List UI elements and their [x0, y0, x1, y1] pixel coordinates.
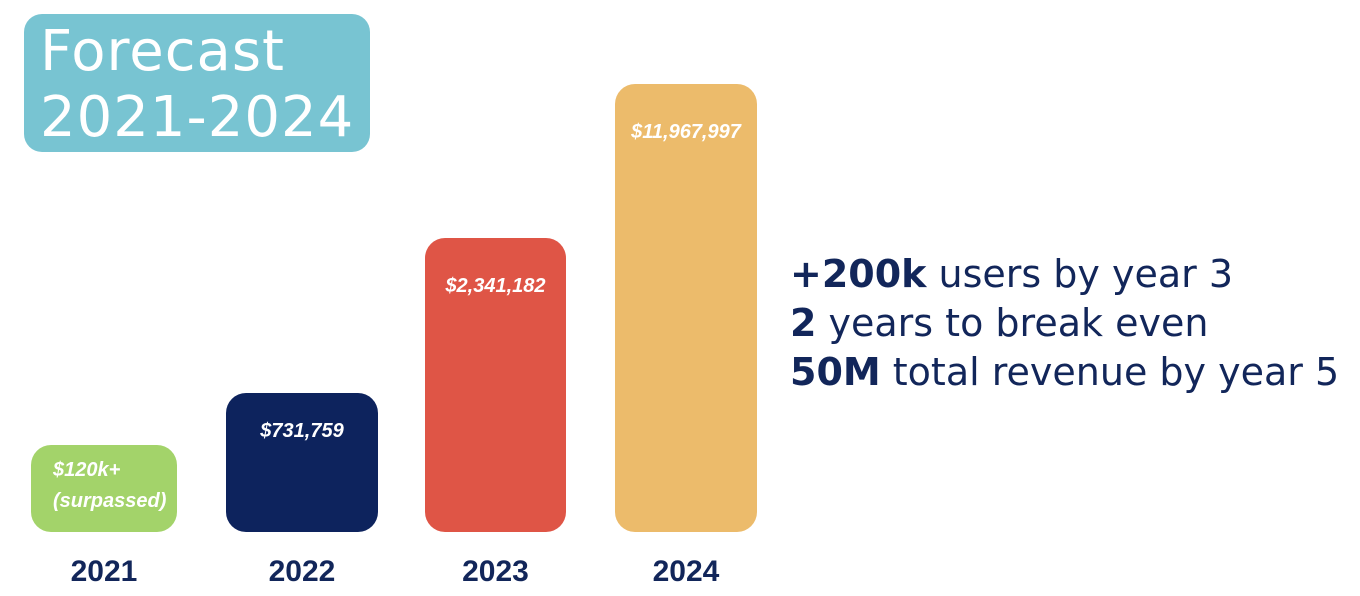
- stats-list: +200k users by year 3 2 years to break e…: [790, 250, 1339, 397]
- bar-value-label-2024: $11,967,997: [630, 121, 742, 143]
- stat-break-even-text: years to break even: [816, 301, 1209, 345]
- bar-2021: [31, 445, 177, 532]
- stat-revenue: 50M total revenue by year 5: [790, 348, 1339, 397]
- stat-break-even-value: 2: [790, 301, 817, 345]
- year-label-2021: 2021: [71, 555, 138, 588]
- year-label-2023: 2023: [462, 555, 529, 588]
- stat-users: +200k users by year 3: [790, 250, 1339, 299]
- bar-2024: [615, 84, 757, 532]
- title-line-1: Forecast: [40, 19, 285, 84]
- title-line-2: 2021-2024: [40, 85, 355, 150]
- stat-break-even: 2 years to break even: [790, 299, 1339, 348]
- stat-users-text: users by year 3: [926, 252, 1233, 296]
- bar-2022: [226, 393, 378, 532]
- stat-revenue-value: 50M: [790, 350, 881, 394]
- year-label-2024: 2024: [653, 555, 720, 588]
- year-label-2022: 2022: [269, 555, 336, 588]
- bar-value-label-2023: $2,341,182: [444, 275, 545, 297]
- bar-value-label-2022: $731,759: [259, 420, 344, 442]
- stat-users-value: +200k: [790, 252, 927, 296]
- title-box: Forecast 2021-2024: [24, 14, 370, 152]
- bar-value-label-2021: $120k+ (surpassed): [52, 459, 167, 512]
- stat-revenue-text: total revenue by year 5: [880, 350, 1340, 394]
- bar-2023: [425, 238, 566, 532]
